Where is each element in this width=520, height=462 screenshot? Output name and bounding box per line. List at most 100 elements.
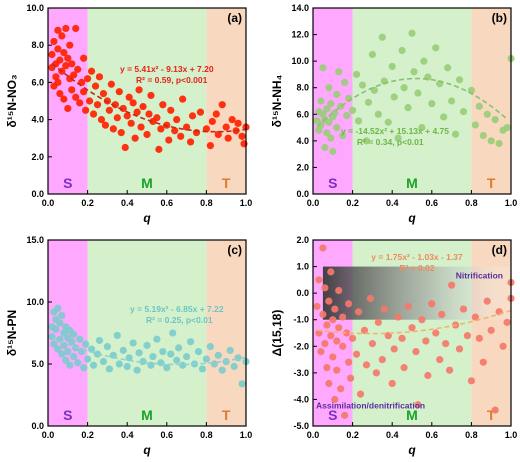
data-point (84, 75, 92, 83)
y-tick-label: 10.0 (26, 297, 44, 307)
y-tick-label: 2.0 (31, 152, 44, 162)
data-point (483, 110, 491, 118)
data-point (127, 119, 135, 127)
data-point (404, 302, 412, 311)
fit-r2: R² = 0.25, p<0.01 (146, 315, 213, 325)
data-point (364, 98, 373, 106)
data-point (163, 364, 171, 372)
data-point (95, 336, 104, 345)
data-point (333, 337, 341, 345)
y-tick-label: 0.0 (296, 288, 309, 298)
y-tick-label: -2.0 (293, 341, 309, 351)
y-axis-label: Δ(15,18) (270, 310, 284, 357)
data-point (177, 132, 185, 140)
y-tick-label: 8.0 (296, 83, 309, 93)
data-point (208, 117, 216, 126)
data-point (418, 316, 426, 324)
data-point (317, 121, 325, 129)
data-point (410, 68, 418, 76)
data-point (319, 310, 327, 318)
data-point (119, 104, 127, 113)
data-point (54, 26, 62, 34)
data-point (74, 65, 82, 73)
data-point (54, 78, 62, 86)
x-tick-label: 0.4 (386, 430, 399, 440)
data-point (238, 380, 246, 388)
data-point (418, 123, 426, 132)
data-point (133, 108, 141, 116)
fit-r2: R² = 0.02 (399, 263, 434, 273)
data-point (349, 334, 357, 342)
data-point (378, 355, 386, 364)
data-point (327, 332, 335, 340)
data-point (107, 80, 115, 88)
data-point (323, 363, 331, 372)
x-tick-label: 0.8 (465, 430, 478, 440)
data-point (368, 50, 376, 59)
data-point (165, 136, 173, 144)
data-point (103, 97, 111, 105)
data-point (171, 127, 179, 135)
data-point (80, 364, 88, 372)
data-point (62, 356, 70, 364)
data-point (331, 305, 339, 313)
data-point (329, 316, 337, 324)
y-tick-label: 0.0 (31, 189, 44, 199)
data-point (329, 353, 337, 361)
data-point (58, 32, 66, 40)
data-point (388, 379, 396, 388)
annotation-assimilation: Assimilation/denitrification (316, 401, 425, 411)
zone-label-m: M (141, 407, 153, 423)
data-point (226, 346, 234, 354)
zone-label-s: S (63, 407, 72, 423)
data-point (68, 60, 76, 68)
panel-label: (a) (227, 11, 242, 25)
data-point (147, 91, 155, 100)
zone-label-m: M (141, 175, 153, 191)
data-point (131, 134, 139, 142)
data-point (194, 348, 203, 356)
y-tick-label: 10.0 (26, 3, 44, 13)
x-tick-label: 0.8 (200, 198, 213, 208)
data-point (491, 406, 499, 414)
data-point (234, 119, 242, 127)
data-point (145, 110, 153, 118)
data-point (60, 329, 68, 337)
data-point (56, 56, 64, 64)
data-point (499, 342, 507, 350)
data-point (436, 355, 444, 364)
data-point (238, 132, 246, 140)
y-tick-label: 10.0 (291, 56, 309, 66)
data-point (428, 300, 436, 308)
data-point (135, 86, 143, 94)
data-point (82, 106, 90, 114)
x-tick-label: 0.6 (426, 198, 439, 208)
data-point (198, 365, 207, 373)
data-point (404, 104, 412, 112)
data-point (372, 369, 380, 377)
x-tick-label: 1.0 (240, 430, 253, 440)
y-tick-label: 6.0 (31, 77, 44, 87)
fit-curve (316, 77, 508, 128)
y-tick-label: -3.0 (293, 368, 309, 378)
panel-b: S M T 0.0 0.2 0.4 0.6 0.8 1.0 0.0 2.0 4.0 6.0 8.0 10.0… (270, 3, 517, 225)
data-point (129, 339, 137, 347)
panel-label: (d) (492, 243, 507, 257)
data-point (432, 44, 440, 52)
data-point (89, 110, 98, 118)
data-point (167, 350, 175, 358)
data-point (380, 305, 388, 313)
x-tick-label: 0.6 (426, 430, 439, 440)
data-point (159, 101, 167, 109)
data-point (212, 110, 220, 118)
data-point (218, 366, 226, 374)
data-point (117, 129, 125, 137)
y-tick-label: 1.0 (296, 262, 309, 272)
zone-label-m: M (406, 175, 418, 191)
data-point (115, 88, 123, 96)
data-point (133, 366, 141, 374)
y-tick-label: 12.0 (291, 30, 309, 40)
data-point (327, 134, 335, 142)
y-tick-label: 2.0 (296, 235, 309, 245)
data-point (64, 104, 72, 113)
